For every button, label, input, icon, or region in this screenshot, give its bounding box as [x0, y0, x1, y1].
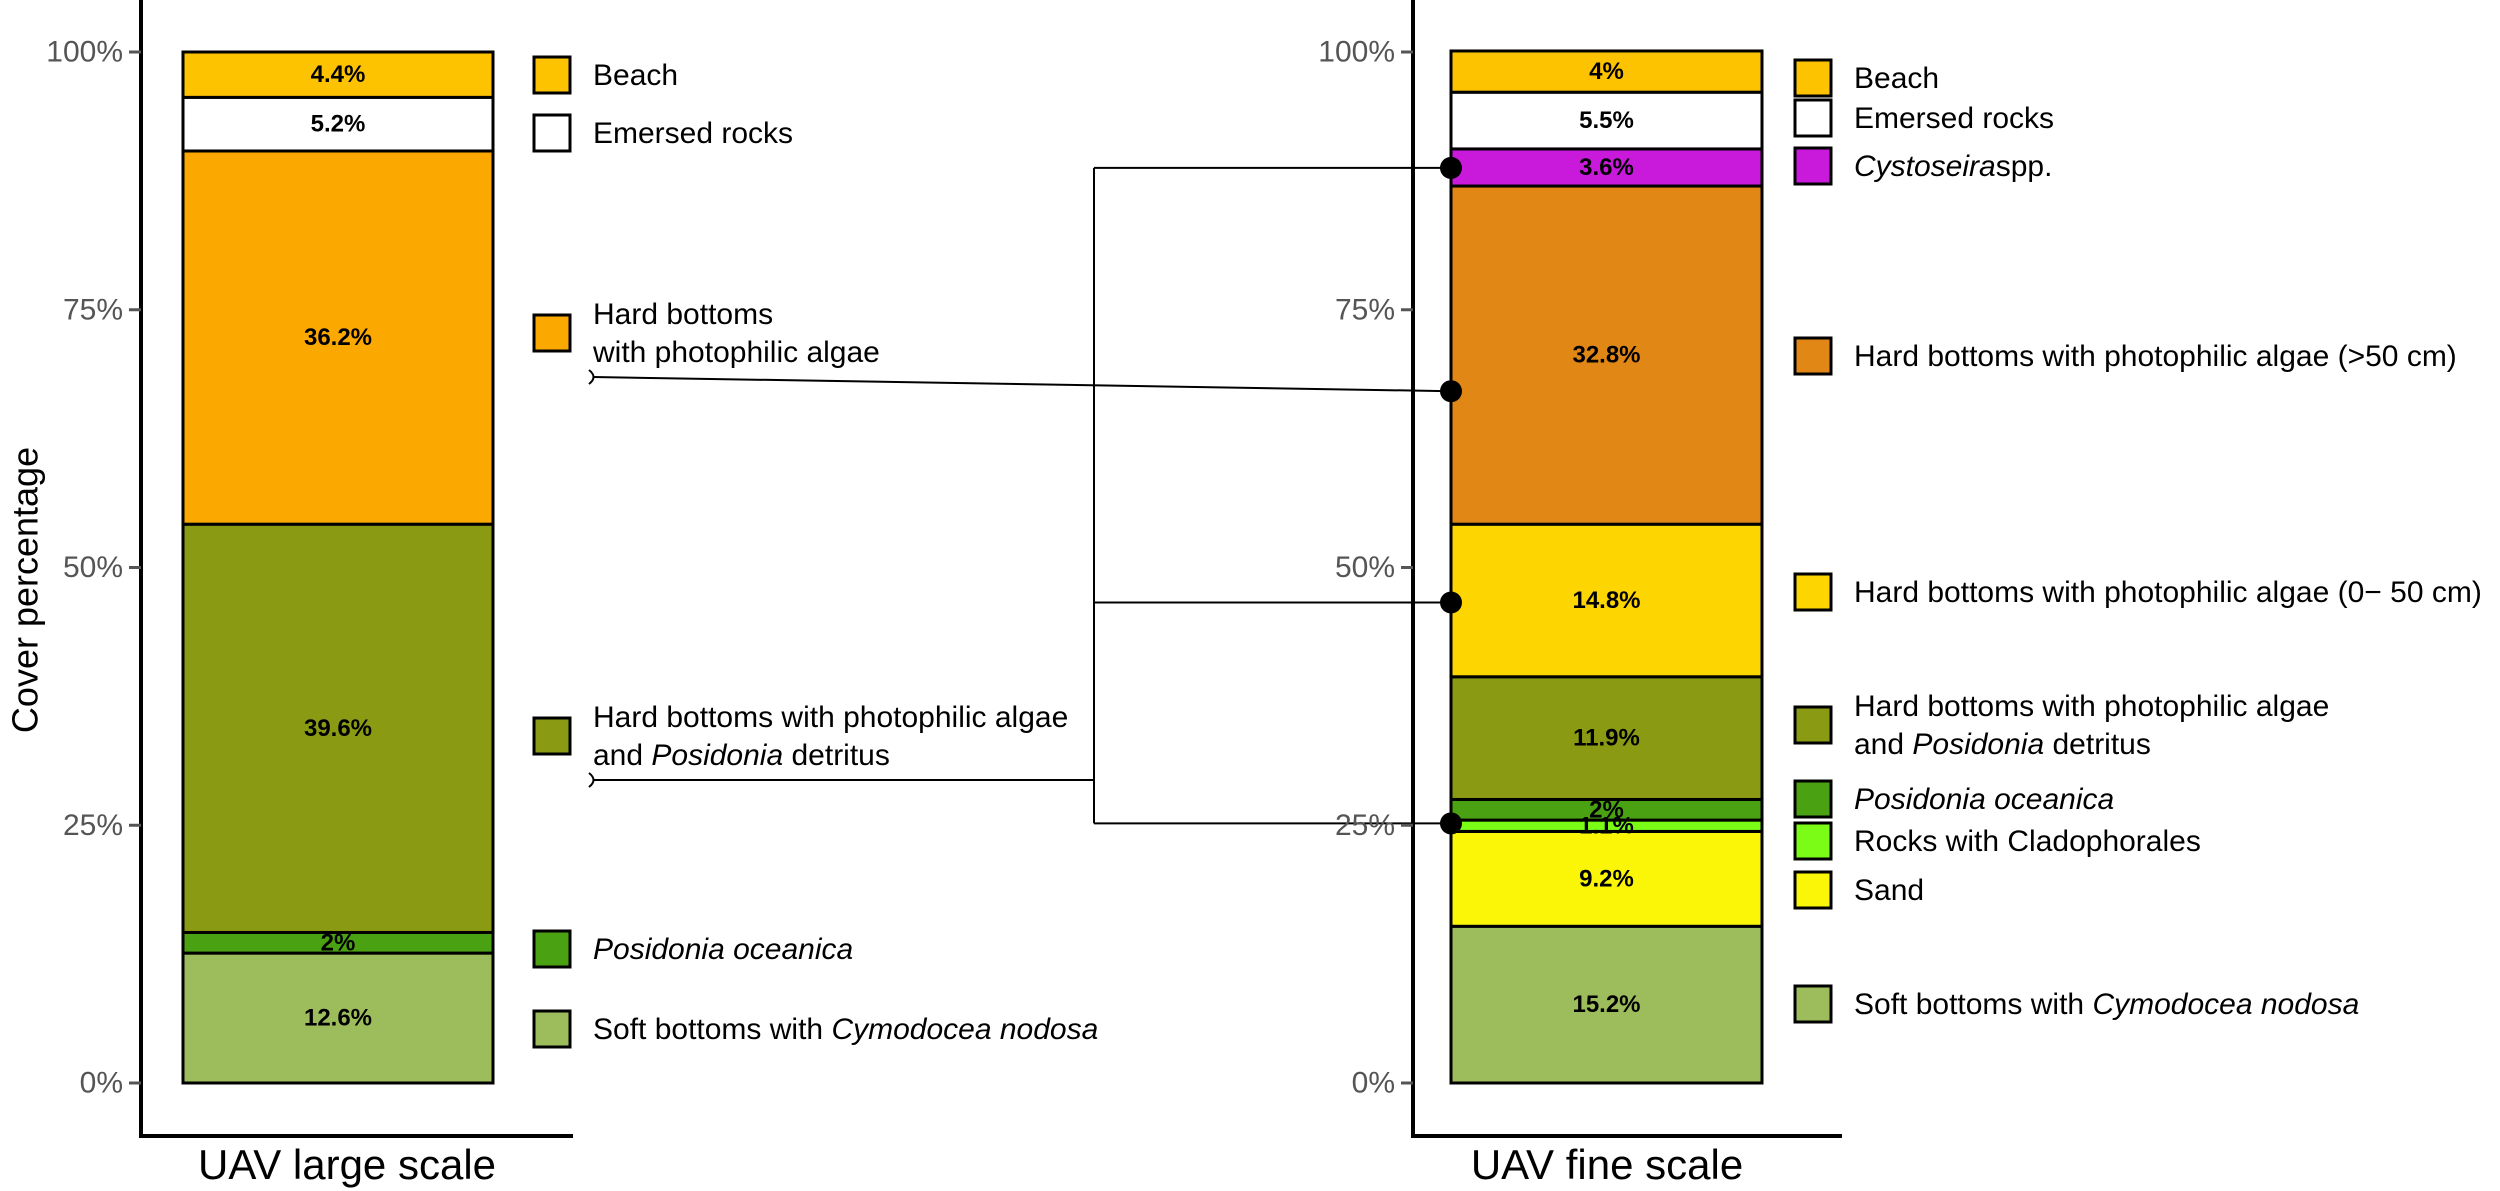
connectors	[588, 166, 1452, 825]
connector-dot	[1440, 380, 1462, 403]
legend-swatch	[1793, 870, 1833, 910]
legend-label: Hard bottoms	[593, 298, 773, 331]
legend-label: Soft bottoms with Cymodocea nodosa	[1854, 988, 2359, 1021]
y-tick-label: 75%	[1335, 293, 1395, 326]
legend-swatch	[1793, 984, 1833, 1024]
panel-1: 0% 25% 50% 75% 100% UAV large scale 12.6% 2% 39.…	[46, 0, 1098, 1188]
x-axis-label: UAV fine scale	[1471, 1141, 1743, 1188]
bar-segment-emersed-rocks	[1449, 90, 1764, 151]
data-label: 39.6%	[304, 715, 372, 742]
legend-label: Hard bottoms with photophilic algae	[1854, 690, 2329, 723]
legend-swatch	[1793, 146, 1833, 186]
data-label: 32.8%	[1572, 342, 1640, 369]
data-label: 36.2%	[304, 324, 372, 351]
panel-2: 0% 25% 50% 75% 100% UAV fine scale 15.2% 9.2% 1.…	[1318, 0, 2482, 1188]
legend-swatch	[1793, 58, 1833, 98]
data-label: 1.1%	[1579, 812, 1634, 839]
y-tick-label: 0%	[80, 1067, 123, 1100]
legend-swatch	[1793, 336, 1833, 376]
y-tick-label: 25%	[63, 809, 123, 842]
legend-swatch	[532, 55, 572, 95]
y-tick-label: 50%	[63, 551, 123, 584]
data-label: 9.2%	[1579, 865, 1634, 892]
y-tick-label: 100%	[1318, 36, 1395, 69]
legend-swatch	[1793, 572, 1833, 612]
panels: 0% 25% 50% 75% 100% UAV large scale 12.6% 2% 39.…	[46, 0, 2482, 1188]
data-label: 12.6%	[304, 1005, 372, 1032]
legend-label: Soft bottoms with Cymodocea nodosa	[593, 1013, 1098, 1046]
connector-line	[592, 376, 1452, 393]
y-tick-label: 25%	[1335, 809, 1395, 842]
legend-swatch	[1793, 98, 1833, 138]
bar-segment-hard-bottoms-with-photophilic-algae-and-posidonia-detritus	[1449, 675, 1764, 801]
legend-swatch	[1793, 705, 1833, 745]
legend-label: and Posidonia detritus	[1854, 728, 2151, 761]
legend-label: Rocks with Cladophorales	[1854, 825, 2201, 858]
legend-swatch	[532, 1009, 572, 1049]
data-label: 14.8%	[1572, 587, 1640, 614]
legend-swatch	[532, 113, 572, 153]
legend-label: Beach	[1854, 62, 1939, 95]
legend-swatch	[532, 313, 572, 353]
legend-label: Emersed rocks	[593, 117, 793, 150]
connector-dot	[1440, 812, 1462, 835]
legend-label: and Posidonia detritus	[593, 739, 890, 772]
legend-label: Hard bottoms with photophilic algae	[593, 701, 1068, 734]
legend-swatch	[1793, 779, 1833, 819]
connector-start-mark	[588, 772, 595, 788]
connector-dot	[1440, 156, 1462, 179]
data-label: 2%	[1589, 796, 1624, 823]
data-label: 2%	[321, 929, 356, 956]
bar-segment-sand	[1449, 829, 1764, 928]
connector-dot	[1440, 591, 1462, 614]
legend-label: with photophilic algae	[592, 336, 880, 369]
legend-label: Hard bottoms with photophilic algae (>50…	[1854, 340, 2457, 373]
y-tick-label: 100%	[46, 36, 123, 69]
legend-label: Cystoseiraspp.	[1854, 150, 2052, 183]
bar-segment-beach	[181, 50, 495, 99]
legend-label: Emersed rocks	[1854, 102, 2054, 135]
bar-segment-hard-bottoms-with-photophilic-algae-50-cm	[1449, 184, 1764, 526]
y-tick-label: 50%	[1335, 551, 1395, 584]
legend-label: Posidonia oceanica	[593, 933, 853, 966]
x-axis-label: UAV large scale	[198, 1141, 496, 1188]
data-label: 15.2%	[1572, 991, 1640, 1018]
data-label: 4%	[1589, 58, 1624, 85]
connector-start-mark	[588, 369, 595, 385]
bar-segment-beach	[1449, 49, 1764, 94]
data-label: 4.4%	[311, 61, 366, 88]
y-axis-label: Cover percentage	[5, 447, 46, 733]
legend-label: Sand	[1854, 874, 1924, 907]
legend-label: Posidonia oceanica	[1854, 783, 2114, 816]
y-tick-label: 75%	[63, 293, 123, 326]
y-tick-label: 0%	[1352, 1067, 1395, 1100]
legend-swatch	[532, 929, 572, 969]
data-label: 5.2%	[311, 111, 366, 138]
legend-label: Beach	[593, 59, 678, 92]
legend-label: Hard bottoms with photophilic algae (0− …	[1854, 576, 2482, 609]
data-label: 11.9%	[1573, 725, 1640, 752]
legend-swatch	[532, 716, 572, 756]
connector-dots	[1440, 156, 1462, 835]
bar-segment-soft-bottoms-with-cymodocea-nodosa	[181, 951, 495, 1085]
data-label: 3.6%	[1579, 154, 1634, 181]
legend-swatch	[1793, 821, 1833, 861]
data-label: 5.5%	[1579, 107, 1634, 134]
